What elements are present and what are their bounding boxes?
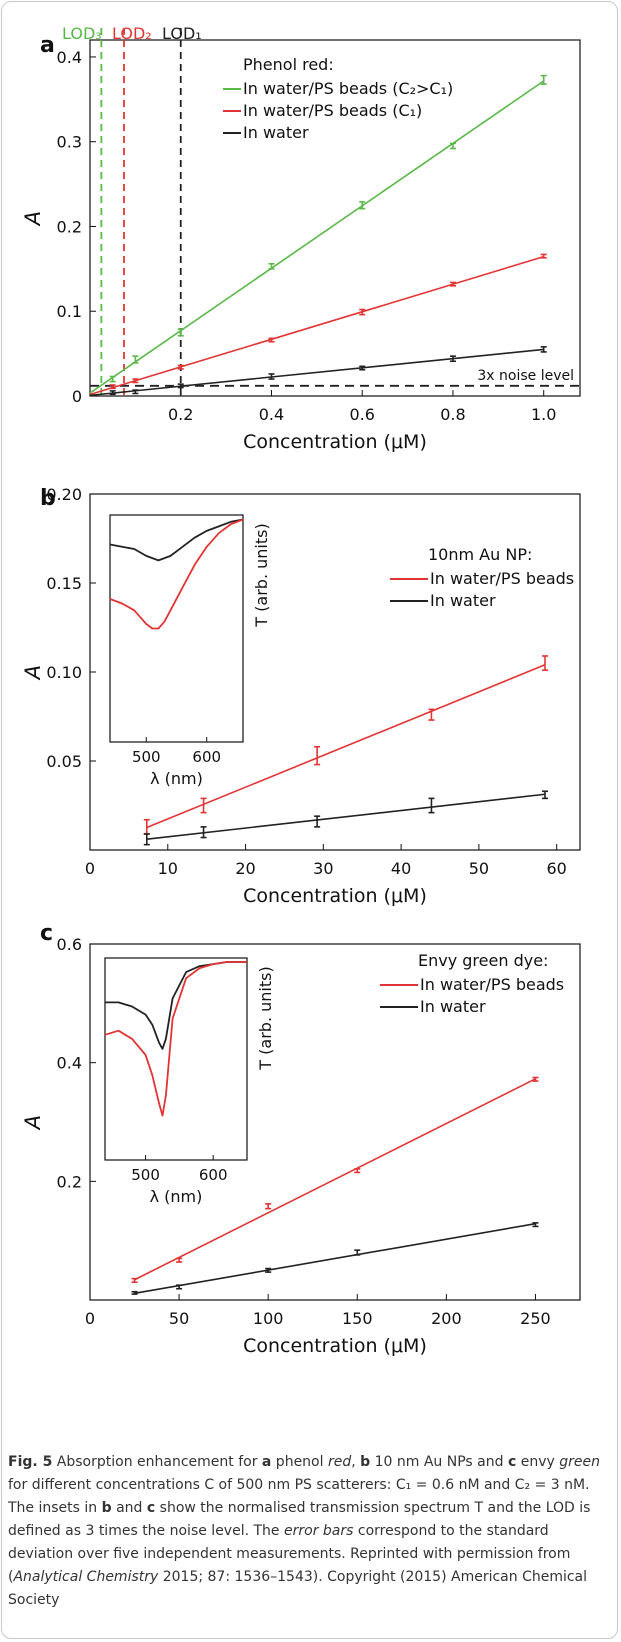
lod2-label: LOD₂ — [112, 24, 152, 43]
y-axis-label: A — [21, 665, 45, 681]
caption-text: 10 nm Au NPs and — [370, 1454, 508, 1470]
caption-text: b — [360, 1454, 371, 1470]
inset-x-axis-label: λ (nm) — [150, 1187, 203, 1206]
caption-text: b — [101, 1500, 112, 1516]
caption-text: show the normalised transmission spectru… — [8, 1500, 591, 1539]
inset-spectrum-line — [104, 961, 247, 1117]
caption-text: phenol — [271, 1454, 328, 1470]
legend-entry: In water/PS beads (C₂>C₁) — [243, 79, 453, 98]
caption-text: envy — [516, 1454, 560, 1470]
caption-text: green — [559, 1454, 600, 1470]
legend-entry: In water/PS beads (C₁) — [243, 101, 422, 120]
y-axis-label: A — [21, 1115, 45, 1131]
caption-figure-label: Fig. 5 — [8, 1454, 53, 1470]
y-tick-label: 0.05 — [46, 752, 82, 771]
y-tick-label: 0.2 — [57, 217, 82, 236]
x-tick-label: 250 — [520, 1309, 551, 1328]
inset-x-tick-label: 500 — [131, 1166, 160, 1184]
y-tick-label: 0.4 — [57, 1054, 82, 1073]
x-tick-label: 0 — [85, 1309, 95, 1328]
x-tick-label: 50 — [169, 1309, 189, 1328]
inset-y-axis-label: T (arb. units) — [252, 523, 271, 627]
x-tick-label: 10 — [158, 859, 178, 878]
series-line — [146, 664, 546, 829]
caption-text: c — [507, 1454, 517, 1470]
y-tick-label: 0.15 — [46, 574, 82, 593]
legend-entry: In water — [243, 123, 309, 142]
series-line — [89, 348, 544, 397]
x-axis-label: Concentration (μM) — [243, 431, 427, 453]
y-tick-label: 0.6 — [57, 935, 82, 954]
caption-text: correspond to the standard deviation ove… — [8, 1523, 571, 1585]
caption-text: a — [261, 1454, 272, 1470]
y-tick-label: 0 — [72, 387, 82, 406]
x-tick-label: 0.2 — [168, 405, 193, 424]
inset-x-tick-label: 500 — [132, 748, 161, 766]
legend-entry: In water/PS beads — [430, 569, 574, 588]
x-tick-label: 100 — [253, 1309, 284, 1328]
caption-text: Analytical Chemistry — [13, 1569, 159, 1585]
y-tick-label: 0.10 — [46, 663, 82, 682]
inset-spectrum-line — [109, 518, 244, 630]
legend-title: 10nm Au NP: — [428, 545, 532, 564]
x-tick-label: 150 — [342, 1309, 373, 1328]
plot-area-a — [89, 39, 581, 397]
panel-label-b: b — [40, 486, 56, 511]
caption-text: Absorption enhancement for — [52, 1454, 262, 1470]
inset-plot-area — [109, 514, 244, 743]
lod3-label: LOD₃ — [62, 24, 102, 43]
inset-x-axis-label: λ (nm) — [150, 769, 203, 788]
panel-label-c: c — [40, 921, 53, 946]
x-axis-label: Concentration (μM) — [243, 885, 427, 907]
panel-label-a: a — [40, 33, 55, 58]
caption-text: red — [327, 1454, 352, 1470]
x-tick-label: 40 — [391, 859, 411, 878]
y-tick-label: 0.2 — [57, 1172, 82, 1191]
inset-plot-area — [104, 957, 248, 1161]
figure-canvas: a 0.2 0.4 0.6 0.8 1.0 0 0.1 0.2 0.3 0.4 Concentrati… — [21, 24, 581, 1357]
caption-text: , — [351, 1454, 361, 1470]
x-tick-label: 60 — [546, 859, 566, 878]
x-tick-label: 0.6 — [349, 405, 374, 424]
series-line — [89, 80, 545, 394]
legend-title: Envy green dye: — [418, 951, 548, 970]
series-line — [146, 793, 546, 841]
legend-entry: In water/PS beads — [420, 975, 564, 994]
inset-y-axis-label: T (arb. units) — [256, 966, 275, 1070]
x-tick-label: 0 — [85, 859, 95, 878]
lod1-label: LOD₁ — [162, 24, 202, 43]
y-tick-label: 0.1 — [57, 302, 82, 321]
inset-x-tick-label: 600 — [192, 748, 221, 766]
noise-level-label: 3x noise level — [477, 368, 574, 384]
x-tick-label: 20 — [235, 859, 255, 878]
plot-area-c — [89, 943, 581, 1301]
inset-spectrum-line — [109, 518, 244, 562]
caption-text: 2015; 87: 1536–1543). Copyright (2015) A… — [8, 1569, 588, 1608]
y-axis-label: A — [21, 211, 45, 227]
x-tick-label: 1.0 — [531, 405, 556, 424]
x-tick-label: 200 — [431, 1309, 462, 1328]
x-tick-label: 0.8 — [440, 405, 465, 424]
figure-caption: Fig. 5 Absorption enhancement for a phen… — [8, 1451, 608, 1612]
caption-text: error bars — [284, 1523, 354, 1539]
caption-text: for different concentrations C of 500 nm… — [8, 1477, 590, 1516]
legend-entry: In water — [420, 997, 486, 1016]
inset-x-tick-label: 600 — [199, 1166, 228, 1184]
legend-title: Phenol red: — [243, 55, 334, 74]
x-tick-label: 50 — [469, 859, 489, 878]
y-tick-label: 0.4 — [57, 48, 82, 67]
legend-entry: In water — [430, 591, 496, 610]
series-line — [134, 1222, 536, 1295]
x-tick-label: 0.4 — [259, 405, 284, 424]
series-line — [134, 1078, 536, 1281]
series-line — [89, 255, 544, 396]
x-tick-label: 30 — [313, 859, 333, 878]
caption-text: c — [146, 1500, 156, 1516]
caption-text: and — [111, 1500, 147, 1516]
y-tick-label: 0.3 — [57, 133, 82, 152]
y-tick-label: 0.20 — [46, 485, 82, 504]
x-axis-label: Concentration (μM) — [243, 1335, 427, 1357]
